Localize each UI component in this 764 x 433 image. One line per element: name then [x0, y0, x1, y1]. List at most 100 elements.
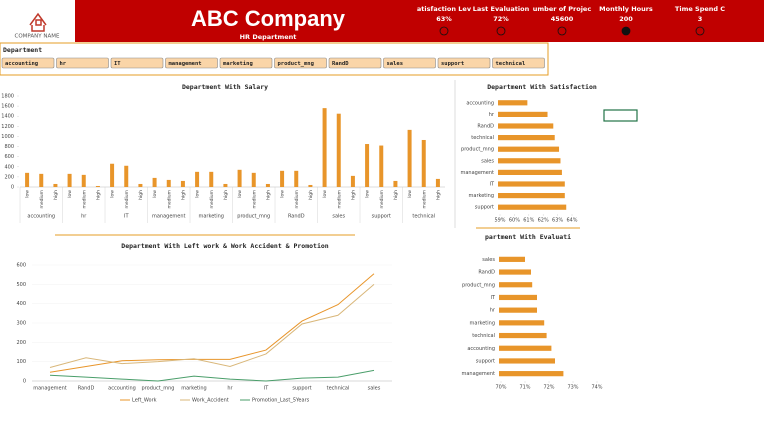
bar [498, 100, 528, 106]
group-label: sales [332, 214, 345, 220]
group-label: product_mng [237, 214, 270, 220]
bar [166, 179, 171, 187]
y-tick-label: RandD [478, 270, 495, 276]
x-tick-label: high [180, 190, 186, 200]
slicer-button[interactable] [165, 57, 218, 69]
y-tick-label: marketing [469, 193, 494, 199]
bar [322, 108, 327, 187]
bar [499, 345, 552, 351]
x-tick-label: marketing [181, 386, 206, 392]
logo-text: COMPANY NAME [15, 34, 60, 40]
x-tick-label: low [322, 190, 328, 198]
y-tick-label: IT [489, 182, 494, 188]
bar [498, 111, 548, 117]
slicer-button[interactable] [383, 57, 436, 69]
bar [39, 173, 44, 187]
bar [223, 183, 228, 187]
bar [435, 178, 440, 187]
bar [393, 180, 398, 187]
kpi-icon [695, 26, 705, 36]
kpi-icon [557, 26, 567, 36]
slicer-button[interactable] [492, 57, 545, 69]
y-tick-label: RandD [477, 124, 494, 130]
kpi-label: Monthly Hours [599, 5, 653, 13]
slicer-button-label: marketing [223, 61, 253, 67]
x-tick-label: high [138, 190, 144, 200]
slicer-button[interactable] [437, 57, 491, 69]
header-bar [0, 0, 764, 42]
bar [265, 183, 270, 187]
x-tick-label: high [350, 190, 356, 200]
slicer-button[interactable] [219, 57, 273, 69]
x-tick-label: 72% [543, 385, 554, 391]
slicer-button[interactable] [56, 57, 109, 69]
kpi-value: 3 [698, 15, 703, 23]
group-label: hr [81, 214, 87, 220]
bar [195, 171, 200, 187]
bar [294, 170, 299, 187]
slicer-button[interactable] [110, 57, 164, 69]
bar [251, 172, 256, 187]
x-tick-label: hr [227, 386, 233, 392]
bar [379, 145, 384, 187]
bar [110, 163, 115, 187]
slicer-button-label: support [441, 61, 464, 67]
kpi-label: Last Evaluation [473, 5, 530, 13]
bar [308, 184, 313, 187]
x-tick-label: accounting [108, 386, 136, 392]
x-tick-label: low [110, 190, 116, 198]
x-tick-label: low [25, 190, 31, 198]
y-tick-label: support [475, 205, 494, 211]
bar [499, 358, 555, 364]
x-tick-label: 62% [538, 218, 549, 224]
slicer-button-label: product_mng [278, 61, 314, 67]
y-tick-label: hr [490, 308, 496, 314]
bar [498, 135, 555, 141]
bar [67, 173, 72, 187]
x-tick-label: low [237, 190, 243, 198]
bar [237, 169, 242, 187]
cell-selection[interactable] [603, 109, 638, 122]
bar [498, 123, 554, 129]
x-tick-label: RandD [78, 386, 95, 392]
slicer-button[interactable] [274, 57, 327, 69]
bar [498, 169, 562, 175]
logo-box [0, 0, 75, 42]
x-tick-label: medium [294, 190, 300, 209]
title: ABC Company [191, 6, 346, 31]
bar [53, 183, 58, 187]
chart-title: Department With Left work & Work Acciden… [121, 242, 328, 250]
y-tick-label: 1000 [1, 134, 14, 140]
chart-title: Department With Satisfaction [487, 83, 597, 91]
group-label: IT [124, 214, 129, 220]
y-tick-label: management [461, 170, 495, 176]
x-tick-label: medium [336, 190, 342, 209]
x-tick-label: medium [166, 190, 172, 209]
y-tick-label: 1600 [1, 104, 14, 110]
bar [499, 307, 537, 313]
y-tick-label: management [462, 371, 496, 377]
x-tick-label: IT [264, 386, 269, 392]
x-tick-label: low [152, 190, 158, 198]
slicer-title: Department [3, 46, 42, 54]
x-tick-label: medium [39, 190, 45, 209]
slicer-button-label: hr [60, 61, 67, 67]
x-tick-label: medium [209, 190, 215, 209]
group-label: marketing [199, 214, 224, 220]
y-tick-label: support [476, 358, 495, 364]
x-tick-label: 60% [509, 218, 520, 224]
group-label: RandD [288, 214, 305, 220]
bar [95, 185, 100, 187]
bar [180, 180, 185, 187]
chart-title: Department With Salary [182, 83, 268, 91]
x-tick-label: high [265, 190, 271, 200]
slicer-button[interactable] [328, 57, 382, 69]
slicer-button[interactable] [1, 57, 55, 69]
x-tick-label: low [67, 190, 73, 198]
bar [365, 144, 370, 187]
group-label: accounting [27, 214, 55, 220]
group-label: technical [412, 214, 435, 220]
x-tick-label: high [435, 190, 441, 200]
